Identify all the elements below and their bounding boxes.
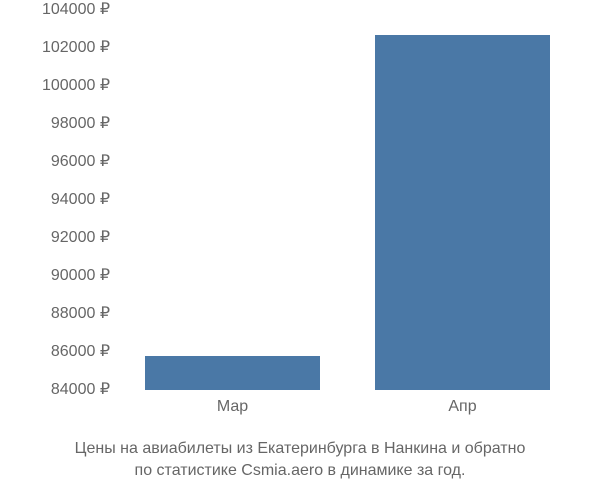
x-axis: Мар Апр [115,398,580,428]
y-tick-label: 92000 ₽ [0,230,110,246]
y-tick-label: 88000 ₽ [0,306,110,322]
y-tick-label: 100000 ₽ [0,78,110,94]
y-axis: 84000 ₽86000 ₽88000 ₽90000 ₽92000 ₽94000… [0,10,110,390]
y-tick-label: 90000 ₽ [0,268,110,284]
bar [375,35,550,390]
y-tick-label: 94000 ₽ [0,192,110,208]
x-tick-label: Апр [448,398,476,416]
plot-area [115,10,580,390]
y-tick-label: 104000 ₽ [0,2,110,18]
caption-line-1: Цены на авиабилеты из Екатеринбурга в На… [75,440,526,457]
y-tick-label: 84000 ₽ [0,382,110,398]
y-tick-label: 86000 ₽ [0,344,110,360]
y-tick-label: 96000 ₽ [0,154,110,170]
price-chart: 84000 ₽ 86000 ₽ 88000 ₽ 90000 ₽ 92000 ₽ 94000… [0,0,600,500]
y-tick-label: 102000 ₽ [0,40,110,56]
chart-caption: Цены на авиабилеты из Екатеринбурга в На… [0,438,600,483]
y-tick-label: 98000 ₽ [0,116,110,132]
caption-line-2: по статистике Csmia.aero в динамике за г… [135,462,466,479]
bar [145,356,320,390]
x-tick-label: Мар [217,398,248,416]
